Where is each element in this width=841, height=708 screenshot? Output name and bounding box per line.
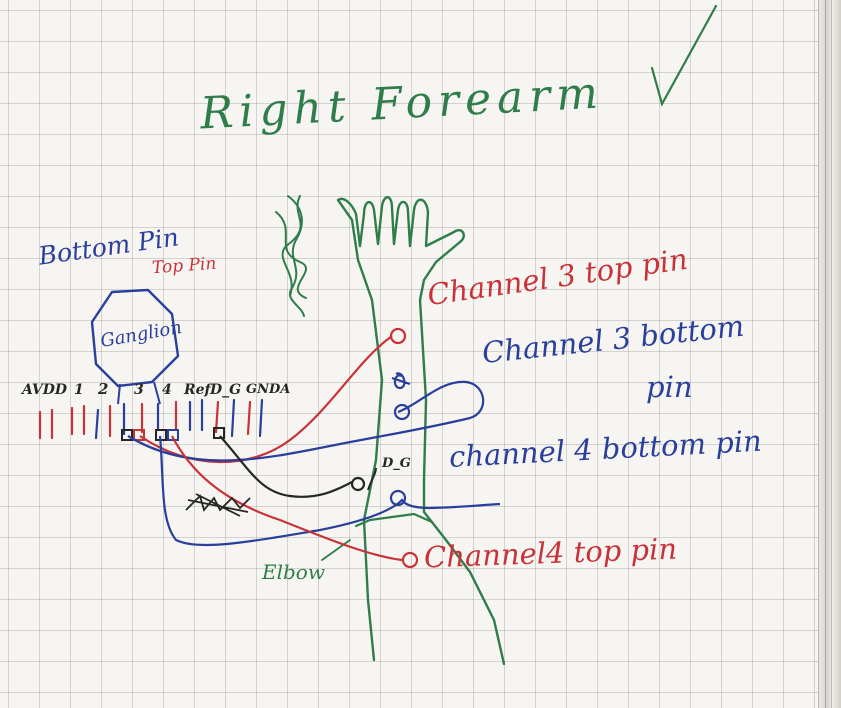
pin-label-2: 2 xyxy=(98,380,109,398)
pin-label-ref: Ref xyxy=(184,382,211,398)
electrode-ch3-top xyxy=(389,327,407,345)
wire-channel-3-bottom xyxy=(127,380,485,462)
pin-label-gnda: GNDA xyxy=(246,382,291,397)
wire-channel-4-top xyxy=(171,435,403,562)
elbow-line xyxy=(354,512,434,528)
label-dg: D_G xyxy=(382,456,411,471)
scribble-mark xyxy=(275,195,307,317)
pin-label-dg: D_G xyxy=(210,382,242,398)
pin-label-avdd: AVDD xyxy=(22,382,67,398)
elbow-label: Elbow xyxy=(262,560,325,584)
electrode-ch3-bottom xyxy=(393,403,411,421)
pin-label-4: 4 xyxy=(162,382,172,398)
electrode-ch4-top xyxy=(401,551,419,569)
pin-label-3: 3 xyxy=(134,382,144,398)
electrode-dg xyxy=(350,476,366,492)
electrode-ch4-bottom xyxy=(389,489,407,507)
wire-dg xyxy=(219,435,353,498)
ganglion-board xyxy=(90,288,180,388)
wire-channel-4-bottom xyxy=(158,435,501,547)
elbow-pointer xyxy=(321,539,351,561)
scribble-label-mark xyxy=(185,493,251,517)
pin-ticks xyxy=(38,398,264,440)
forearm-outline xyxy=(336,196,506,666)
pin-label-1: 1 xyxy=(74,382,84,398)
checkmark-icon xyxy=(650,4,718,107)
electrode-ch3-bottom-mark xyxy=(391,372,411,390)
notebook-binding xyxy=(818,0,841,708)
label-ch3-bottom-2: pin xyxy=(646,370,693,404)
